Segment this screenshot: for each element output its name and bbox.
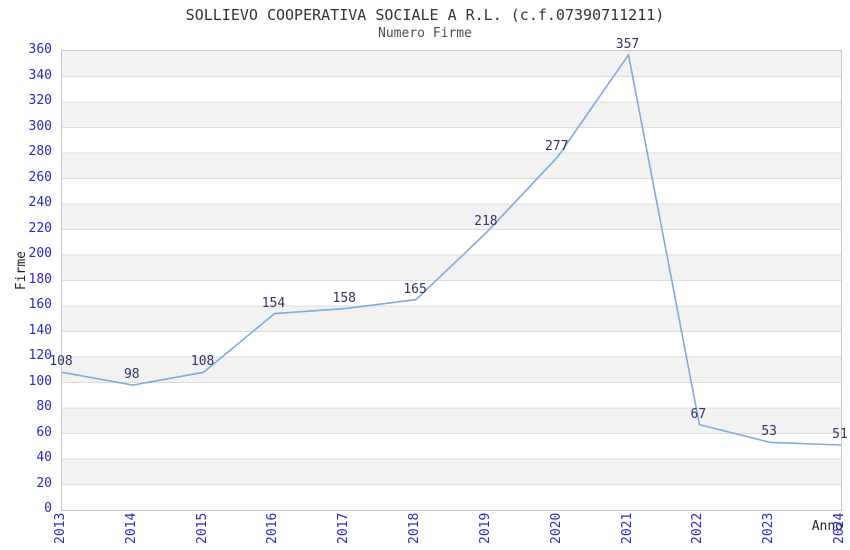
x-tick-label: 2018 (407, 513, 423, 545)
data-point-label: 154 (261, 295, 286, 311)
x-tick-label: 2019 (477, 513, 493, 545)
y-tick-label: 100 (28, 373, 52, 389)
data-point-label: 165 (403, 281, 427, 297)
y-tick-label: 120 (28, 348, 52, 363)
y-tick-label: 160 (28, 297, 52, 312)
y-tick-label: 60 (36, 424, 52, 440)
x-tick-label: 2015 (194, 513, 210, 545)
data-point-label: 51 (832, 426, 848, 442)
y-tick-label: 140 (28, 322, 52, 338)
chart-title: SOLLIEVO COOPERATIVA SOCIALE A R.L. (c.f… (185, 6, 665, 24)
x-tick-label: 2013 (53, 513, 68, 545)
y-tick-label: 240 (28, 195, 52, 210)
grid-band (62, 255, 841, 281)
y-tick-label: 80 (36, 399, 52, 414)
y-tick-label: 320 (28, 93, 52, 108)
x-tick-label: 2016 (265, 513, 281, 545)
y-tick-label: 20 (36, 475, 52, 491)
grid-band (62, 153, 841, 179)
y-tick-label: 180 (28, 271, 52, 287)
data-point-label: 98 (123, 367, 140, 383)
grid-band (62, 408, 841, 434)
x-tick-label: 2021 (619, 513, 635, 545)
grid-band (62, 459, 841, 485)
data-point-label: 53 (761, 424, 777, 440)
data-line (62, 53, 841, 446)
data-point-label: 218 (474, 214, 498, 230)
y-tick-label: 300 (28, 118, 52, 134)
data-point-label: 108 (49, 354, 73, 370)
x-tick-label: 2023 (761, 513, 777, 545)
x-tick-label: 2020 (548, 513, 564, 545)
data-point-label: 108 (190, 354, 215, 370)
y-tick-label: 260 (28, 169, 52, 185)
plot-area (61, 50, 842, 511)
y-tick-label: 200 (28, 246, 52, 261)
y-tick-label: 360 (28, 42, 52, 57)
y-tick-label: 340 (28, 67, 52, 83)
data-point-label: 67 (690, 406, 707, 422)
x-axis-title: Anno (811, 519, 843, 534)
data-point-label: 158 (332, 290, 356, 306)
chart-subtitle: Numero Firme (378, 26, 472, 41)
y-tick-label: 280 (28, 144, 52, 159)
x-tick-label: 2024 (832, 513, 847, 545)
grid-band (62, 357, 841, 383)
y-tick-label: 40 (36, 450, 52, 465)
grid-band (62, 204, 841, 230)
grid-band (62, 51, 841, 77)
grid-band (62, 306, 841, 332)
x-tick-label: 2017 (336, 513, 352, 545)
x-tick-label: 2014 (123, 513, 139, 545)
y-tick-label: 220 (28, 220, 52, 236)
x-tick-label: 2022 (690, 513, 706, 545)
y-tick-label: 0 (44, 501, 52, 516)
data-point-label: 277 (544, 138, 569, 154)
data-point-label: 357 (615, 36, 640, 52)
grid-band (62, 102, 841, 128)
line-series-svg (62, 51, 841, 485)
